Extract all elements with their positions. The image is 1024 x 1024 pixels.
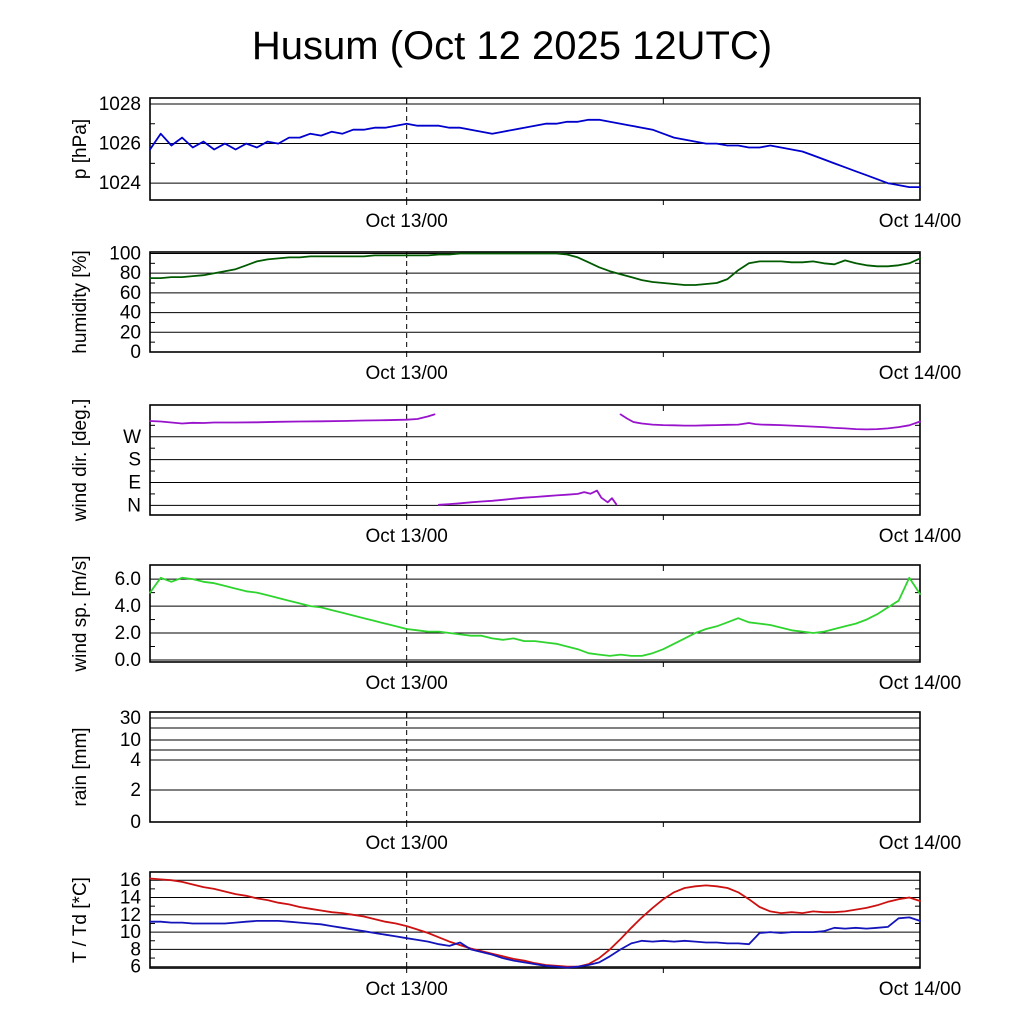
x-tick-label: Oct 14/00	[879, 363, 961, 384]
wind-direction-line	[437, 489, 618, 506]
y-tick-label: 4	[130, 750, 141, 771]
x-tick-label: Oct 13/00	[365, 833, 447, 854]
y-tick-label: 8	[130, 939, 141, 960]
wind-direction-line	[149, 413, 436, 425]
y-axis-label: T / Td [*C]	[70, 877, 91, 963]
wind-direction-line	[619, 413, 921, 431]
y-tick-label: S	[128, 450, 141, 471]
y-tick-label: 0.0	[115, 650, 141, 671]
y-tick-label: 40	[120, 303, 141, 324]
y-tick-label: 6	[130, 957, 141, 978]
y-axis-label: rain [mm]	[70, 727, 91, 806]
y-tick-label: 1024	[99, 173, 142, 194]
x-tick-label: Oct 14/00	[879, 526, 961, 547]
panel-frame	[149, 711, 921, 823]
panel-frame	[149, 97, 921, 201]
y-tick-label: N	[127, 495, 141, 516]
y-tick-label: 1026	[99, 134, 141, 155]
y-tick-label: 6.0	[115, 569, 141, 590]
y-tick-label: 0	[130, 342, 141, 363]
x-tick-label: Oct 13/00	[365, 363, 447, 384]
y-axis-label: p [hPa]	[70, 119, 91, 179]
chart-title: Husum (Oct 12 2025 12UTC)	[251, 24, 773, 68]
humidity-line	[149, 252, 921, 286]
y-tick-label: 100	[109, 243, 141, 264]
y-axis-label: wind sp. [m/s]	[70, 555, 91, 672]
y-tick-label: 14	[120, 888, 142, 909]
y-tick-label: W	[123, 427, 141, 448]
y-tick-label: 80	[120, 263, 141, 284]
y-tick-label: 2	[130, 780, 141, 801]
y-tick-label: 30	[120, 708, 141, 729]
x-tick-label: Oct 13/00	[365, 526, 447, 547]
wind-speed-line	[149, 576, 921, 657]
panel-frame	[149, 404, 921, 516]
y-tick-label: 10	[120, 730, 141, 751]
y-tick-label: 1028	[99, 94, 141, 115]
y-tick-label: 12	[120, 905, 141, 926]
x-tick-label: Oct 13/00	[365, 211, 447, 232]
y-tick-label: 60	[120, 283, 141, 304]
y-tick-label: 0	[130, 812, 141, 833]
y-axis-label: wind dir. [deg.]	[70, 399, 91, 523]
x-tick-label: Oct 14/00	[879, 673, 961, 694]
y-tick-label: 10	[120, 922, 141, 943]
x-tick-label: Oct 14/00	[879, 833, 961, 854]
x-tick-label: Oct 13/00	[365, 673, 447, 694]
temperature-line	[149, 877, 921, 968]
x-tick-label: Oct 14/00	[879, 211, 961, 232]
pressure-panel: 1024 1026 1028 Oct 13/00 Oct 14/00 p [hPa]	[70, 94, 961, 232]
wind-speed-panel: 0.0 2.0 4.0 6.0 Oct 13/00 Oct 14/00 wind sp. […	[70, 555, 961, 694]
pressure-line	[149, 118, 921, 188]
y-tick-label: 20	[120, 322, 141, 343]
dewpoint-line	[149, 916, 921, 969]
y-tick-label: 2.0	[115, 623, 141, 644]
panel-frame	[149, 564, 921, 663]
y-tick-label: E	[128, 472, 141, 493]
y-tick-label: 16	[120, 870, 141, 891]
y-axis-label: humidity [%]	[70, 250, 91, 353]
panel-frame	[149, 251, 921, 353]
x-tick-label: Oct 13/00	[365, 979, 447, 1000]
y-tick-label: 4.0	[115, 596, 141, 617]
x-tick-label: Oct 14/00	[879, 979, 961, 1000]
